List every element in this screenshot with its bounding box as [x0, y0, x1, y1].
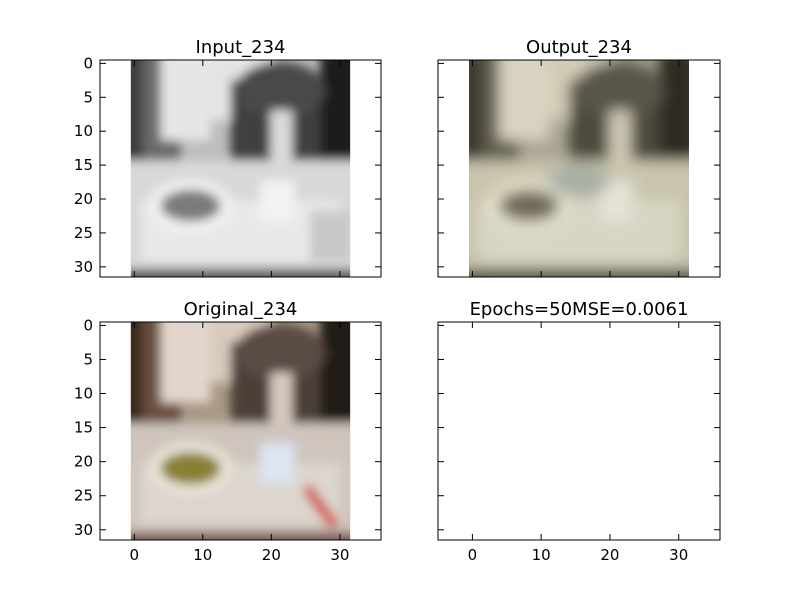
axes-frame — [99, 321, 382, 541]
panel-title: Original_234 — [184, 299, 298, 320]
panel-title: Output_234 — [526, 37, 632, 58]
panel-1: 0 5 10 15 20 25 30 Input_234 — [74, 37, 382, 291]
axes-frame — [437, 59, 721, 278]
y-tick-label: 5 — [83, 350, 93, 368]
y-tick-label: 20 — [74, 453, 93, 471]
panel-title: Input_234 — [196, 37, 286, 58]
x-tick-label: 10 — [532, 546, 551, 564]
x-tick-label: 30 — [669, 546, 688, 564]
axes-frame — [99, 59, 382, 278]
y-tick-label: 0 — [83, 54, 93, 72]
axes-frame — [437, 321, 721, 541]
y-tick-label: 20 — [74, 190, 93, 208]
panel-1-image — [121, 50, 360, 291]
y-tick-label: 0 — [83, 316, 93, 334]
panel-2: Output_234 — [437, 37, 721, 291]
panel-2-image — [459, 50, 699, 291]
y-tick-label: 10 — [74, 385, 93, 403]
y-tick-label: 15 — [74, 419, 93, 437]
panel-title: Epochs=50MSE=0.0061 — [470, 299, 689, 320]
y-tick-label: 10 — [74, 122, 93, 140]
x-tick-label: 20 — [600, 546, 619, 564]
y-tick-label: 25 — [74, 487, 93, 505]
panel-3: 0 10 20 30 0 5 10 15 20 25 30 Original_234 — [74, 299, 382, 564]
y-tick-label: 30 — [74, 521, 93, 539]
x-tick-label: 20 — [262, 546, 281, 564]
x-tick-label: 0 — [129, 546, 139, 564]
y-tick-label: 25 — [74, 224, 93, 242]
x-tick-label: 10 — [193, 546, 212, 564]
panel-4: 0 10 20 30 Epochs=50MSE=0.0061 — [437, 299, 721, 564]
panels: 0 5 10 15 20 25 30 Input_234 Output_234 0 10 20 30 0 5… — [74, 37, 721, 564]
y-tick-label: 30 — [74, 258, 93, 276]
x-tick-label: 30 — [330, 546, 349, 564]
x-tick-label: 0 — [468, 546, 478, 564]
y-tick-label: 5 — [83, 88, 93, 106]
panel-3-image — [121, 312, 360, 554]
y-tick-label: 15 — [74, 156, 93, 174]
